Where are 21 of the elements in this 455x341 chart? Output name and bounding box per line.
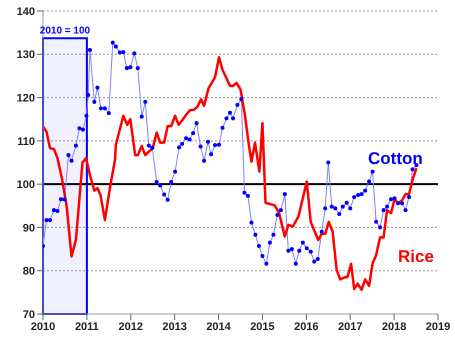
y-tick-label: 120 [16,92,35,104]
x-tick-label: 2011 [74,320,99,333]
x-tick-label: 2016 [294,320,319,333]
x-tick-label: 2019 [426,320,450,333]
x-tick-label: 2012 [118,320,144,333]
y-tick-label: 130 [16,49,35,62]
x-tick-label: 2014 [206,320,232,333]
band-label: 2010 = 100 [40,25,91,36]
x-tick-label: 2018 [382,320,406,333]
x-tick-label: 2017 [338,320,362,333]
x-tick-label: 2010 [30,320,56,333]
y-tick-label: 80 [22,266,35,278]
series-label: Cotton [368,149,423,168]
y-tick-label: 90 [22,222,35,234]
x-tick-label: 2015 [250,320,275,333]
y-tick-label: 70 [22,308,35,321]
y-tick-label: 110 [17,136,35,148]
series-label: Rice [398,247,434,266]
x-tick-label: 2013 [162,320,187,333]
y-tick-label: 140 [16,6,35,18]
y-tick-label: 100 [16,179,35,192]
